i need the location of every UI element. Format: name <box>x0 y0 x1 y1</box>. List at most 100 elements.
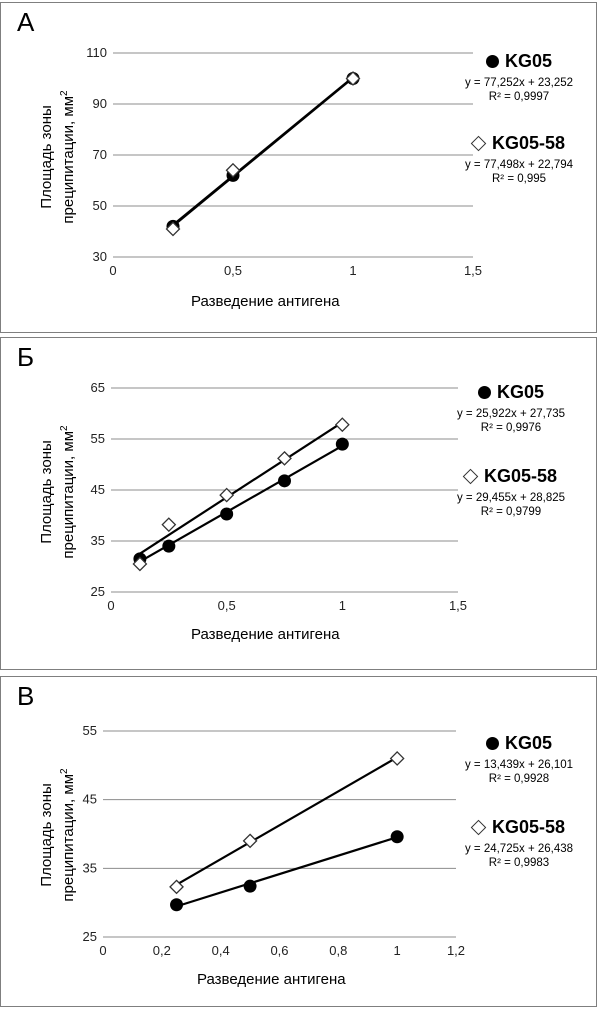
y-axis-label: Площадь зоны преципитации, мм2 <box>38 750 78 920</box>
panel-letter: Б <box>17 342 35 372</box>
y-tick-label: 30 <box>93 249 107 264</box>
y-axis-label-sup: 2 <box>59 90 70 96</box>
x-tick-label: 0,4 <box>212 943 230 958</box>
x-tick-label: 1,5 <box>449 598 467 613</box>
data-point-kg05 <box>220 507 234 521</box>
trend-equation: y = 77,498x + 22,794 <box>464 159 574 171</box>
y-tick-label: 55 <box>91 431 105 446</box>
x-tick-label: 0 <box>99 943 106 958</box>
legend-kg05-58: KG05-58 y = 77,498x + 22,794 R² = 0,995 <box>439 133 599 186</box>
legend-name: KG05-58 <box>483 466 558 486</box>
data-point-kg05 <box>170 898 184 912</box>
data-point-kg05-58 <box>334 417 350 433</box>
y-tick-label: 50 <box>93 198 107 213</box>
y-axis-label-sup: 2 <box>59 768 70 774</box>
diamond-marker-icon <box>470 135 487 152</box>
y-tick-label: 45 <box>91 482 105 497</box>
legend-kg05-58: KG05-58 y = 29,455x + 28,825 R² = 0,9799 <box>431 466 591 519</box>
x-tick-label: 0 <box>107 598 114 613</box>
circle-marker-icon <box>485 55 499 68</box>
circle-marker-icon <box>477 386 491 399</box>
x-tick-label: 1,5 <box>464 263 482 278</box>
diamond-marker-icon <box>462 468 479 485</box>
y-axis-label-line2: преципитации, мм <box>60 773 77 902</box>
x-tick-label: 0,8 <box>329 943 347 958</box>
data-point-kg05 <box>335 437 349 451</box>
data-point-kg05-58 <box>242 833 258 849</box>
data-point-kg05-58 <box>345 71 361 86</box>
trend-r2: R² = 0,995 <box>491 173 547 185</box>
data-point-kg05-58 <box>225 162 241 178</box>
y-tick-label: 35 <box>91 533 105 548</box>
trendline-kg05 <box>176 836 398 908</box>
data-point-kg05 <box>390 830 404 844</box>
panel-letter: А <box>17 7 35 37</box>
x-tick-label: 0,5 <box>224 263 242 278</box>
trend-r2: R² = 0,9976 <box>480 422 542 434</box>
data-point-kg05-58 <box>132 556 148 572</box>
y-axis-label: Площадь зоны преципитации, мм2 <box>38 72 78 242</box>
data-point-kg05-58 <box>169 879 184 895</box>
trendline-kg05-58 <box>172 76 354 227</box>
data-point-kg05 <box>243 879 257 893</box>
legend-kg05: KG05 y = 13,439x + 26,101 R² = 0,9928 <box>439 733 599 786</box>
y-axis-label-sup: 2 <box>59 425 70 431</box>
chart-c: 25 35 45 55 0 0,2 0,4 0,6 0,8 1 1,2 <box>83 723 466 958</box>
x-tick-label: 0 <box>109 263 116 278</box>
trend-r2: R² = 0,9983 <box>488 857 550 869</box>
y-axis-label-line2: преципитации, мм <box>60 95 77 224</box>
y-tick-label: 25 <box>91 584 105 599</box>
y-tick-label: 110 <box>86 45 107 60</box>
chart-b: 25 35 45 55 65 0 0,5 1 1,5 <box>91 380 468 613</box>
data-point-kg05-58 <box>389 751 405 766</box>
x-tick-label: 0,6 <box>270 943 288 958</box>
panel-c: В 25 35 45 55 0 0,2 0,4 0,6 0,8 1 1,2 Площадь зоны… <box>0 676 597 1007</box>
legend-name: KG05 <box>504 51 553 71</box>
x-tick-label: 1 <box>339 598 346 613</box>
y-axis-label-line1: Площадь зоны <box>38 105 55 209</box>
panel-b: Б 25 35 45 55 65 0 0,5 1 1,5 Площадь зоны прецип… <box>0 337 597 670</box>
y-tick-label: 25 <box>83 929 97 944</box>
x-tick-label: 1 <box>394 943 401 958</box>
y-tick-label: 65 <box>91 380 105 395</box>
trend-r2: R² = 0,9997 <box>488 91 550 103</box>
panel-letter: В <box>17 681 35 711</box>
y-tick-label: 45 <box>83 792 97 807</box>
circle-marker-icon <box>485 737 499 750</box>
x-tick-label: 0,2 <box>153 943 171 958</box>
chart-a: 30 50 70 90 110 0 0,5 1 1,5 <box>86 45 482 278</box>
data-point-kg05-58 <box>161 517 177 533</box>
legend-kg05-58: KG05-58 y = 24,725x + 26,438 R² = 0,9983 <box>439 817 599 870</box>
x-axis-label: Разведение антигена <box>191 293 340 310</box>
legend-name: KG05 <box>496 382 545 402</box>
data-point-kg05 <box>278 474 291 488</box>
y-axis-label-line1: Площадь зоны <box>38 783 55 887</box>
y-axis-label: Площадь зоны преципитации, мм2 <box>38 407 78 577</box>
x-tick-label: 0,5 <box>218 598 236 613</box>
x-tick-label: 1,2 <box>447 943 465 958</box>
x-axis-label: Разведение антигена <box>197 971 346 988</box>
y-tick-label: 55 <box>83 723 97 738</box>
legend-kg05: KG05 y = 25,922x + 27,735 R² = 0,9976 <box>431 382 591 435</box>
x-tick-label: 1 <box>349 263 356 278</box>
data-point-kg05-58 <box>277 450 292 466</box>
y-axis-label-line1: Площадь зоны <box>38 440 55 544</box>
legend-name: KG05-58 <box>491 817 566 837</box>
trend-r2: R² = 0,9928 <box>488 773 550 785</box>
legend-name: KG05 <box>504 733 553 753</box>
x-axis-label: Разведение антигена <box>191 626 340 643</box>
trend-equation: y = 24,725x + 26,438 <box>464 843 574 855</box>
trend-equation: y = 29,455x + 28,825 <box>456 492 566 504</box>
trend-equation: y = 77,252x + 23,252 <box>464 77 574 89</box>
diamond-marker-icon <box>470 819 487 836</box>
y-axis-label-line2: преципитации, мм <box>60 430 77 559</box>
trendline-kg05-58 <box>175 756 398 886</box>
legend-name: KG05-58 <box>491 133 566 153</box>
trendline-kg05-58 <box>139 421 343 555</box>
trend-equation: y = 13,439x + 26,101 <box>464 759 574 771</box>
y-tick-label: 70 <box>93 147 107 162</box>
legend-kg05: KG05 y = 77,252x + 23,252 R² = 0,9997 <box>439 51 599 104</box>
panel-a: А 30 50 70 90 110 0 0,5 1 1,5 Площадь зоны преци… <box>0 2 597 333</box>
trend-r2: R² = 0,9799 <box>480 506 542 518</box>
y-tick-label: 90 <box>93 96 107 111</box>
